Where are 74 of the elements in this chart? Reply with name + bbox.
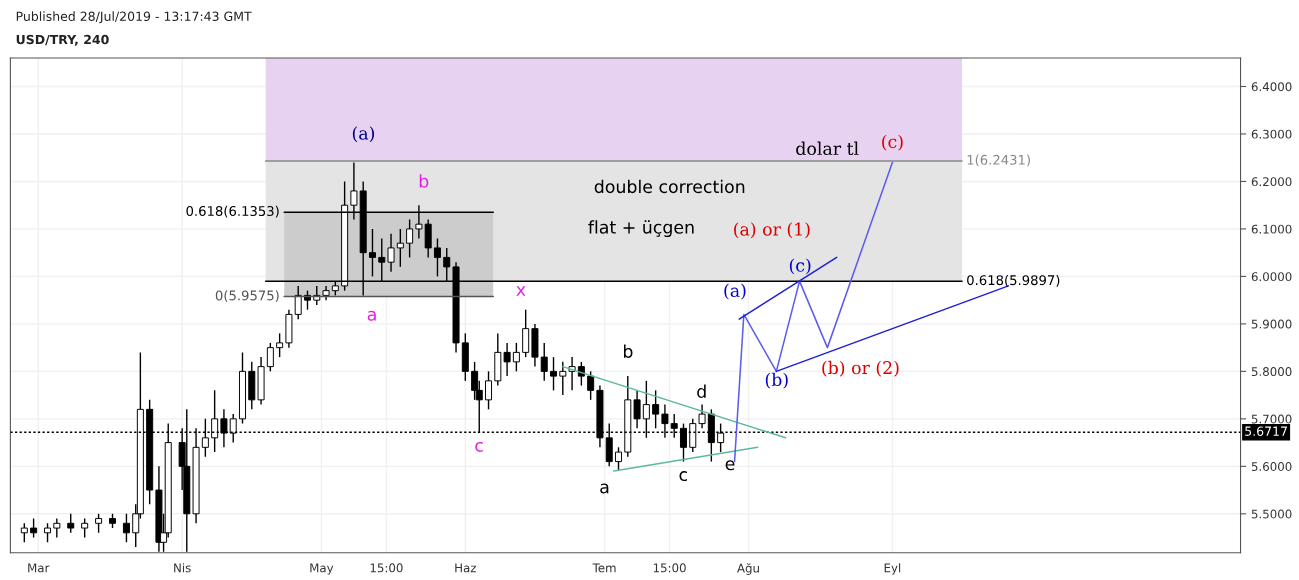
candlestick — [424, 218, 432, 259]
candlestick — [433, 237, 441, 278]
annotation: (b) — [765, 372, 788, 389]
ref-line-label: 5.6717 — [1245, 426, 1287, 436]
annotation: a — [367, 310, 376, 321]
y-tick-label: 5.7000 — [1251, 414, 1292, 424]
annotation: double correction — [594, 179, 745, 194]
y-tick-label: 5.9000 — [1251, 319, 1292, 329]
annotation: flat + üçgen — [588, 220, 694, 238]
annotation: (a) — [352, 126, 375, 143]
candlestick — [512, 342, 520, 373]
x-tick-label: Haz — [455, 563, 476, 573]
candlestick — [587, 370, 595, 401]
x-tick-label: Tem — [592, 563, 616, 573]
x-tick-label: 15:00 — [653, 563, 686, 573]
x-tick-label: Ağu — [737, 563, 759, 575]
candlestick — [615, 446, 623, 472]
candlestick — [485, 370, 493, 411]
annotation: b — [623, 344, 633, 358]
y-tick-label: 6.3000 — [1251, 129, 1292, 139]
candlestick — [633, 389, 641, 430]
ref-line-label: 0(5.9575) — [215, 290, 279, 302]
annotation: (b) or (2) — [822, 360, 899, 377]
annotation: dolar tl — [796, 141, 859, 156]
x-tick-label: Mar — [28, 563, 50, 573]
candlestick — [559, 361, 567, 396]
candlestick — [522, 308, 530, 358]
chart-title: Published 28/Jul/2019 - 13:17:43 GMT — [16, 11, 252, 24]
candlestick — [503, 342, 511, 377]
candlestick — [67, 513, 75, 534]
candlestick — [698, 403, 706, 430]
candlestick — [550, 356, 558, 392]
ref-line-label: 1(6.2431) — [967, 154, 1030, 167]
y-tick-label: 6.4000 — [1251, 82, 1292, 92]
y-tick-label: 5.5000 — [1251, 509, 1292, 519]
candlestick — [387, 232, 395, 273]
candlestick — [652, 389, 660, 430]
candlestick — [122, 513, 130, 543]
x-tick-label: Nis — [174, 563, 191, 573]
candlestick — [406, 218, 414, 259]
candlestick — [53, 517, 61, 539]
annotation: x — [516, 286, 526, 296]
candlestick — [20, 522, 28, 543]
x-tick-label: 15:00 — [370, 563, 403, 573]
annotation: (c) — [789, 258, 811, 275]
annotation: c — [475, 441, 483, 452]
annotation: (a) — [724, 283, 746, 300]
y-tick-label: 5.6000 — [1251, 462, 1292, 471]
x-tick-label: May — [310, 563, 334, 575]
y-tick-label: 5.8000 — [1251, 367, 1292, 377]
candlestick — [95, 513, 103, 534]
candlestick — [44, 522, 52, 543]
candlestick — [396, 228, 404, 268]
y-tick-label: 6.1000 — [1251, 224, 1292, 234]
ref-line-label: 0.618(5.9897) — [967, 274, 1060, 287]
candlestick — [266, 342, 274, 373]
chart-subtitle: USD/TRY, 240 — [16, 34, 109, 46]
annotation: d — [697, 384, 706, 398]
candlestick — [294, 285, 302, 320]
annotation: (c) — [882, 134, 903, 151]
candlestick — [368, 228, 376, 278]
candlestick — [540, 342, 548, 382]
candlestick — [30, 517, 38, 539]
ref-line-label: 0.618(6.1353) — [186, 205, 279, 218]
y-tick-label: 6.0000 — [1251, 272, 1292, 282]
y-tick-label: 6.2000 — [1251, 177, 1292, 187]
candlestick — [276, 332, 284, 358]
annotation: a — [600, 483, 609, 494]
annotation: (a) or (1) — [734, 222, 810, 239]
annotation: c — [679, 471, 687, 482]
candlestick — [81, 517, 89, 539]
annotation: e — [725, 460, 735, 471]
annotation: b — [419, 174, 429, 188]
x-tick-label: Eyl — [884, 563, 901, 575]
